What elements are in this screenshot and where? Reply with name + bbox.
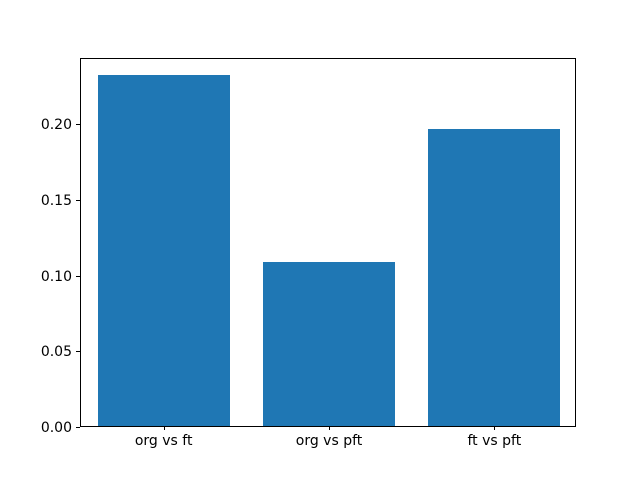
y-axis-tick-label: 0.05 (40, 344, 72, 361)
y-axis-tick-mark (76, 427, 80, 428)
y-axis-tick-label: 0.00 (40, 420, 72, 436)
y-axis-tick-mark (76, 200, 80, 201)
x-axis-tick-mark (494, 426, 495, 430)
x-axis-tick-label: org vs pft (295, 433, 363, 449)
x-axis-tick-mark (329, 426, 330, 430)
x-axis-tick-mark (164, 426, 165, 430)
bar-org-vs-pft (263, 262, 395, 426)
y-axis-tick-mark (76, 276, 80, 277)
bar-org-vs-ft (98, 75, 230, 426)
y-axis-tick-label: 0.15 (40, 192, 72, 209)
plot-area: 0.00 0.05 0.10 0.15 0.20 org vs ft org vs pft f… (41, 58, 576, 448)
y-axis-tick-label: 0.10 (40, 268, 72, 285)
bar-ft-vs-pft (428, 129, 560, 426)
x-axis-tick-label: ft vs pft (467, 433, 522, 449)
y-axis-tick-mark (76, 124, 80, 125)
y-axis-tick-label: 0.20 (40, 117, 72, 134)
x-axis-tick-label: org vs ft (134, 433, 193, 449)
y-axis-tick-mark (76, 351, 80, 352)
